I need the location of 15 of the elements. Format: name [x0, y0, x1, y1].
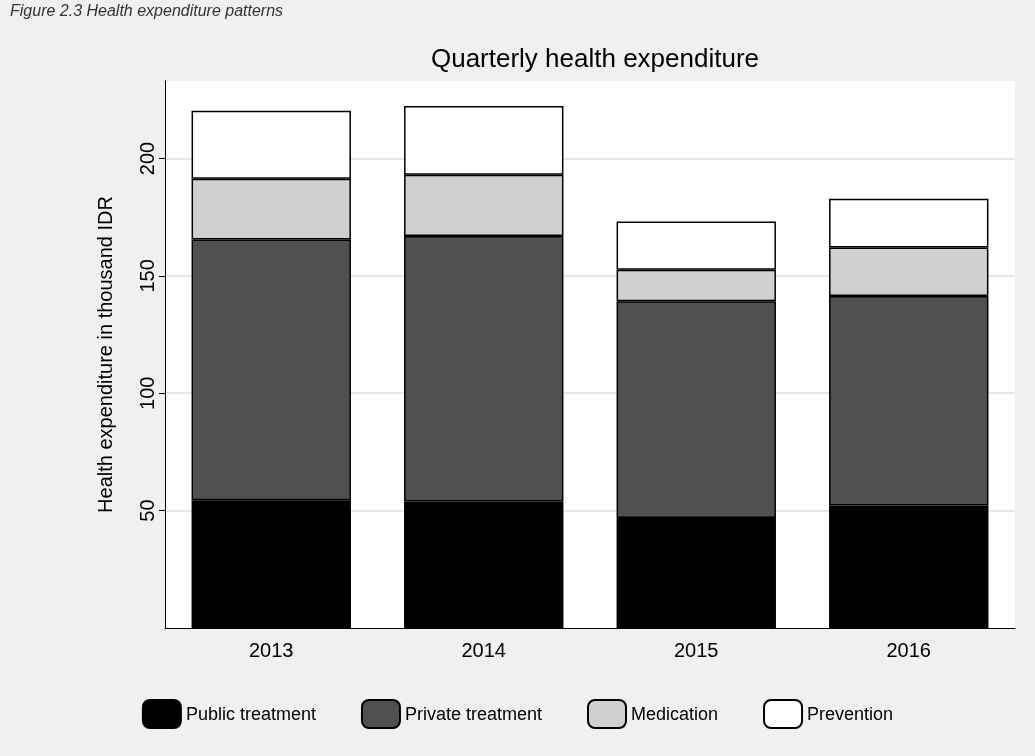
legend-label: Private treatment — [404, 704, 543, 724]
caption: Figure 2.3 Health expenditure patterns — [10, 1, 284, 19]
y-tick-label: 100 — [136, 376, 158, 410]
chart-title: Quarterly health expenditure — [430, 43, 760, 73]
y-tick-label: 150 — [136, 259, 158, 293]
x-tick-label: 2013 — [249, 639, 294, 661]
legend-label: Medication — [631, 704, 719, 724]
x-tick-label: 2015 — [674, 639, 719, 661]
x-tick-label: 2016 — [886, 639, 931, 661]
y-axis-title: Health expenditure in thousand IDR — [94, 196, 116, 513]
legend-label: Prevention — [807, 704, 894, 724]
y-tick-label: 50 — [136, 499, 158, 522]
legend-label: Public treatment — [185, 704, 316, 724]
y-tick-label: 200 — [136, 141, 158, 176]
x-tick-label: 2014 — [461, 639, 506, 661]
